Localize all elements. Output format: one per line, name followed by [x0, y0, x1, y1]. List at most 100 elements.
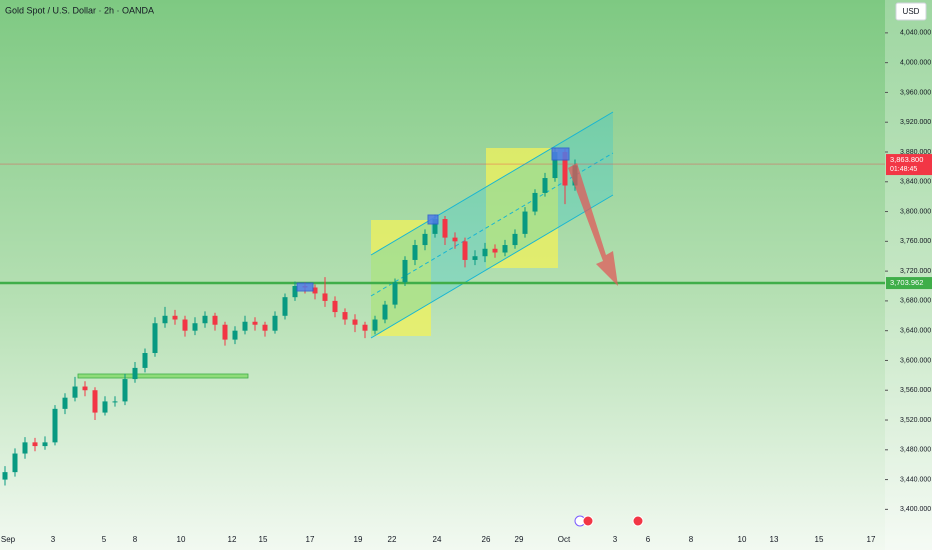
blue-box	[551, 147, 570, 161]
level-label-box	[886, 277, 932, 290]
x-tick-label: 5	[102, 535, 107, 544]
y-tick-label: 3,400.000	[900, 506, 931, 513]
candle-body	[392, 282, 398, 305]
candle-body	[362, 324, 368, 331]
candle-body	[92, 390, 98, 413]
y-tick-label: 3,800.000	[900, 208, 931, 215]
currency-label: USD	[903, 7, 920, 16]
x-tick-label: 15	[259, 535, 268, 544]
y-tick-label: 3,960.000	[900, 89, 931, 96]
candle-body	[162, 315, 168, 324]
channel-upper	[370, 111, 614, 256]
y-tick-label: 3,720.000	[900, 268, 931, 275]
candle-body	[32, 442, 38, 447]
candle-body	[212, 315, 218, 325]
x-tick-label: 22	[388, 535, 397, 544]
candle-body	[42, 442, 48, 447]
candle-body	[242, 321, 248, 331]
candle-body	[332, 300, 338, 313]
x-tick-label: 6	[646, 535, 651, 544]
y-tick-label: 3,840.000	[900, 179, 931, 186]
yellow-zone	[371, 220, 431, 336]
y-tick-label: 3,440.000	[900, 476, 931, 483]
candle-body	[462, 241, 468, 260]
candle-body	[522, 211, 528, 234]
yellow-zone	[486, 148, 558, 268]
countdown-label: 01:48:45	[890, 166, 917, 173]
candle-body	[482, 248, 488, 257]
candle-body	[132, 367, 138, 380]
candle-body	[552, 151, 558, 179]
x-tick-label: 29	[515, 535, 524, 544]
candle-body	[102, 401, 108, 413]
x-tick-label: 17	[306, 535, 315, 544]
candle-body	[372, 319, 378, 331]
candle-body	[202, 315, 208, 324]
candle-body	[262, 324, 268, 331]
candle-body	[502, 245, 508, 253]
chart-title: Gold Spot / U.S. Dollar · 2h · OANDA	[5, 5, 154, 15]
candle-body	[532, 192, 538, 212]
candle-body	[562, 151, 568, 186]
x-tick-label: 19	[354, 535, 363, 544]
x-tick-label: 15	[815, 535, 824, 544]
x-tick-label: 3	[613, 535, 618, 544]
candle-body	[52, 408, 58, 443]
last-price-box	[886, 154, 932, 176]
candle-body	[542, 178, 548, 193]
candle-body	[82, 386, 88, 391]
x-tick-label: 10	[738, 535, 747, 544]
candle-body	[72, 386, 78, 398]
candle-body	[422, 233, 428, 246]
candle-body	[292, 286, 298, 298]
y-tick-label: 4,000.000	[900, 59, 931, 66]
candle-body	[182, 319, 188, 331]
candle-body	[272, 315, 278, 331]
candle-body	[402, 259, 408, 283]
level-label: 3,703.962	[890, 278, 923, 287]
event-icon	[582, 515, 594, 527]
candle-body	[152, 323, 158, 354]
price-axis-area	[885, 0, 932, 550]
y-tick-label: 4,040.000	[900, 30, 931, 37]
candle-body	[232, 330, 238, 340]
support-band	[77, 373, 249, 379]
y-tick-label: 3,880.000	[900, 149, 931, 156]
event-icon	[632, 515, 644, 527]
candle-body	[472, 256, 478, 260]
candle-body	[312, 287, 318, 294]
y-tick-label: 3,520.000	[900, 417, 931, 424]
channel-lower	[370, 194, 614, 339]
x-tick-label: 8	[689, 535, 694, 544]
last-price-label: 3,863.800	[890, 155, 923, 164]
down-arrow	[568, 163, 618, 286]
candle-body	[22, 442, 28, 454]
candle-body	[252, 321, 258, 325]
candle-body	[382, 304, 388, 320]
candle-body	[12, 453, 18, 473]
candle-body	[112, 401, 118, 403]
x-tick-label: 10	[177, 535, 186, 544]
y-tick-label: 3,920.000	[900, 119, 931, 126]
candle-body	[452, 237, 458, 242]
candle-body	[442, 219, 448, 238]
currency-button[interactable]	[895, 2, 927, 21]
x-tick-label: 24	[433, 535, 442, 544]
candle-body	[2, 472, 8, 480]
candle-body	[122, 379, 128, 402]
y-tick-label: 3,560.000	[900, 387, 931, 394]
candle-body	[172, 315, 178, 320]
candle-body	[322, 293, 328, 301]
x-tick-label: 26	[482, 535, 491, 544]
y-tick-label: 3,680.000	[900, 298, 931, 305]
candle-body	[222, 324, 228, 340]
x-tick-label: 17	[867, 535, 876, 544]
candle-body	[62, 397, 68, 409]
candle-body	[282, 297, 288, 316]
x-tick-label: 3	[51, 535, 56, 544]
candle-body	[432, 219, 438, 234]
candle-body	[512, 233, 518, 246]
